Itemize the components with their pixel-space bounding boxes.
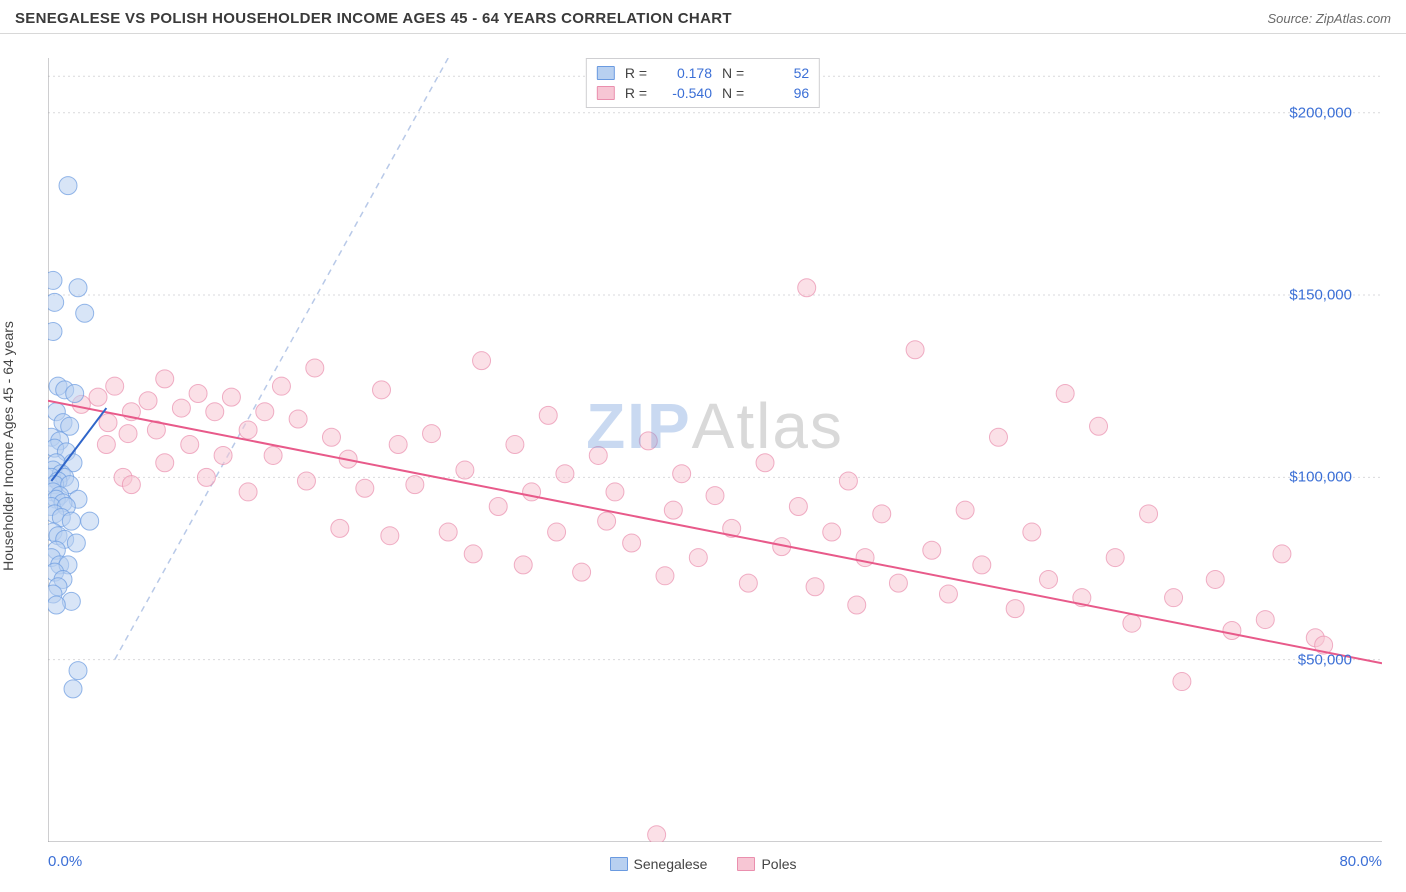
y-tick-label: $100,000	[1289, 469, 1352, 486]
y-axis-label: Householder Income Ages 45 - 64 years	[0, 321, 16, 571]
n-label: N =	[722, 65, 744, 81]
n-label: N =	[722, 85, 744, 101]
legend-label: Poles	[761, 856, 796, 872]
legend-item: Poles	[737, 856, 796, 872]
chart-plot-area: ZIPAtlas $50,000$100,000$150,000$200,000	[48, 58, 1382, 842]
correlation-row: R = -0.540 N = 96	[597, 83, 809, 103]
y-tick-label: $200,000	[1289, 104, 1352, 121]
legend-swatch	[737, 857, 755, 871]
correlation-row: R = 0.178 N = 52	[597, 63, 809, 83]
legend-swatch	[597, 66, 615, 80]
scatter-plot-svg	[48, 58, 1382, 842]
r-value: 0.178	[657, 65, 712, 81]
legend-label: Senegalese	[634, 856, 708, 872]
legend-swatch	[597, 86, 615, 100]
chart-title: SENEGALESE VS POLISH HOUSEHOLDER INCOME …	[15, 10, 732, 27]
r-value: -0.540	[657, 85, 712, 101]
legend-swatch	[610, 857, 628, 871]
correlation-legend: R = 0.178 N = 52 R = -0.540 N = 96	[586, 58, 820, 108]
n-value: 96	[754, 85, 809, 101]
title-bar: SENEGALESE VS POLISH HOUSEHOLDER INCOME …	[0, 0, 1406, 34]
y-tick-label: $50,000	[1298, 651, 1352, 668]
r-label: R =	[625, 65, 647, 81]
n-value: 52	[754, 65, 809, 81]
r-label: R =	[625, 85, 647, 101]
series-legend: Senegalese Poles	[0, 856, 1406, 872]
source-label: Source: ZipAtlas.com	[1267, 11, 1391, 26]
legend-item: Senegalese	[610, 856, 708, 872]
y-tick-label: $150,000	[1289, 287, 1352, 304]
